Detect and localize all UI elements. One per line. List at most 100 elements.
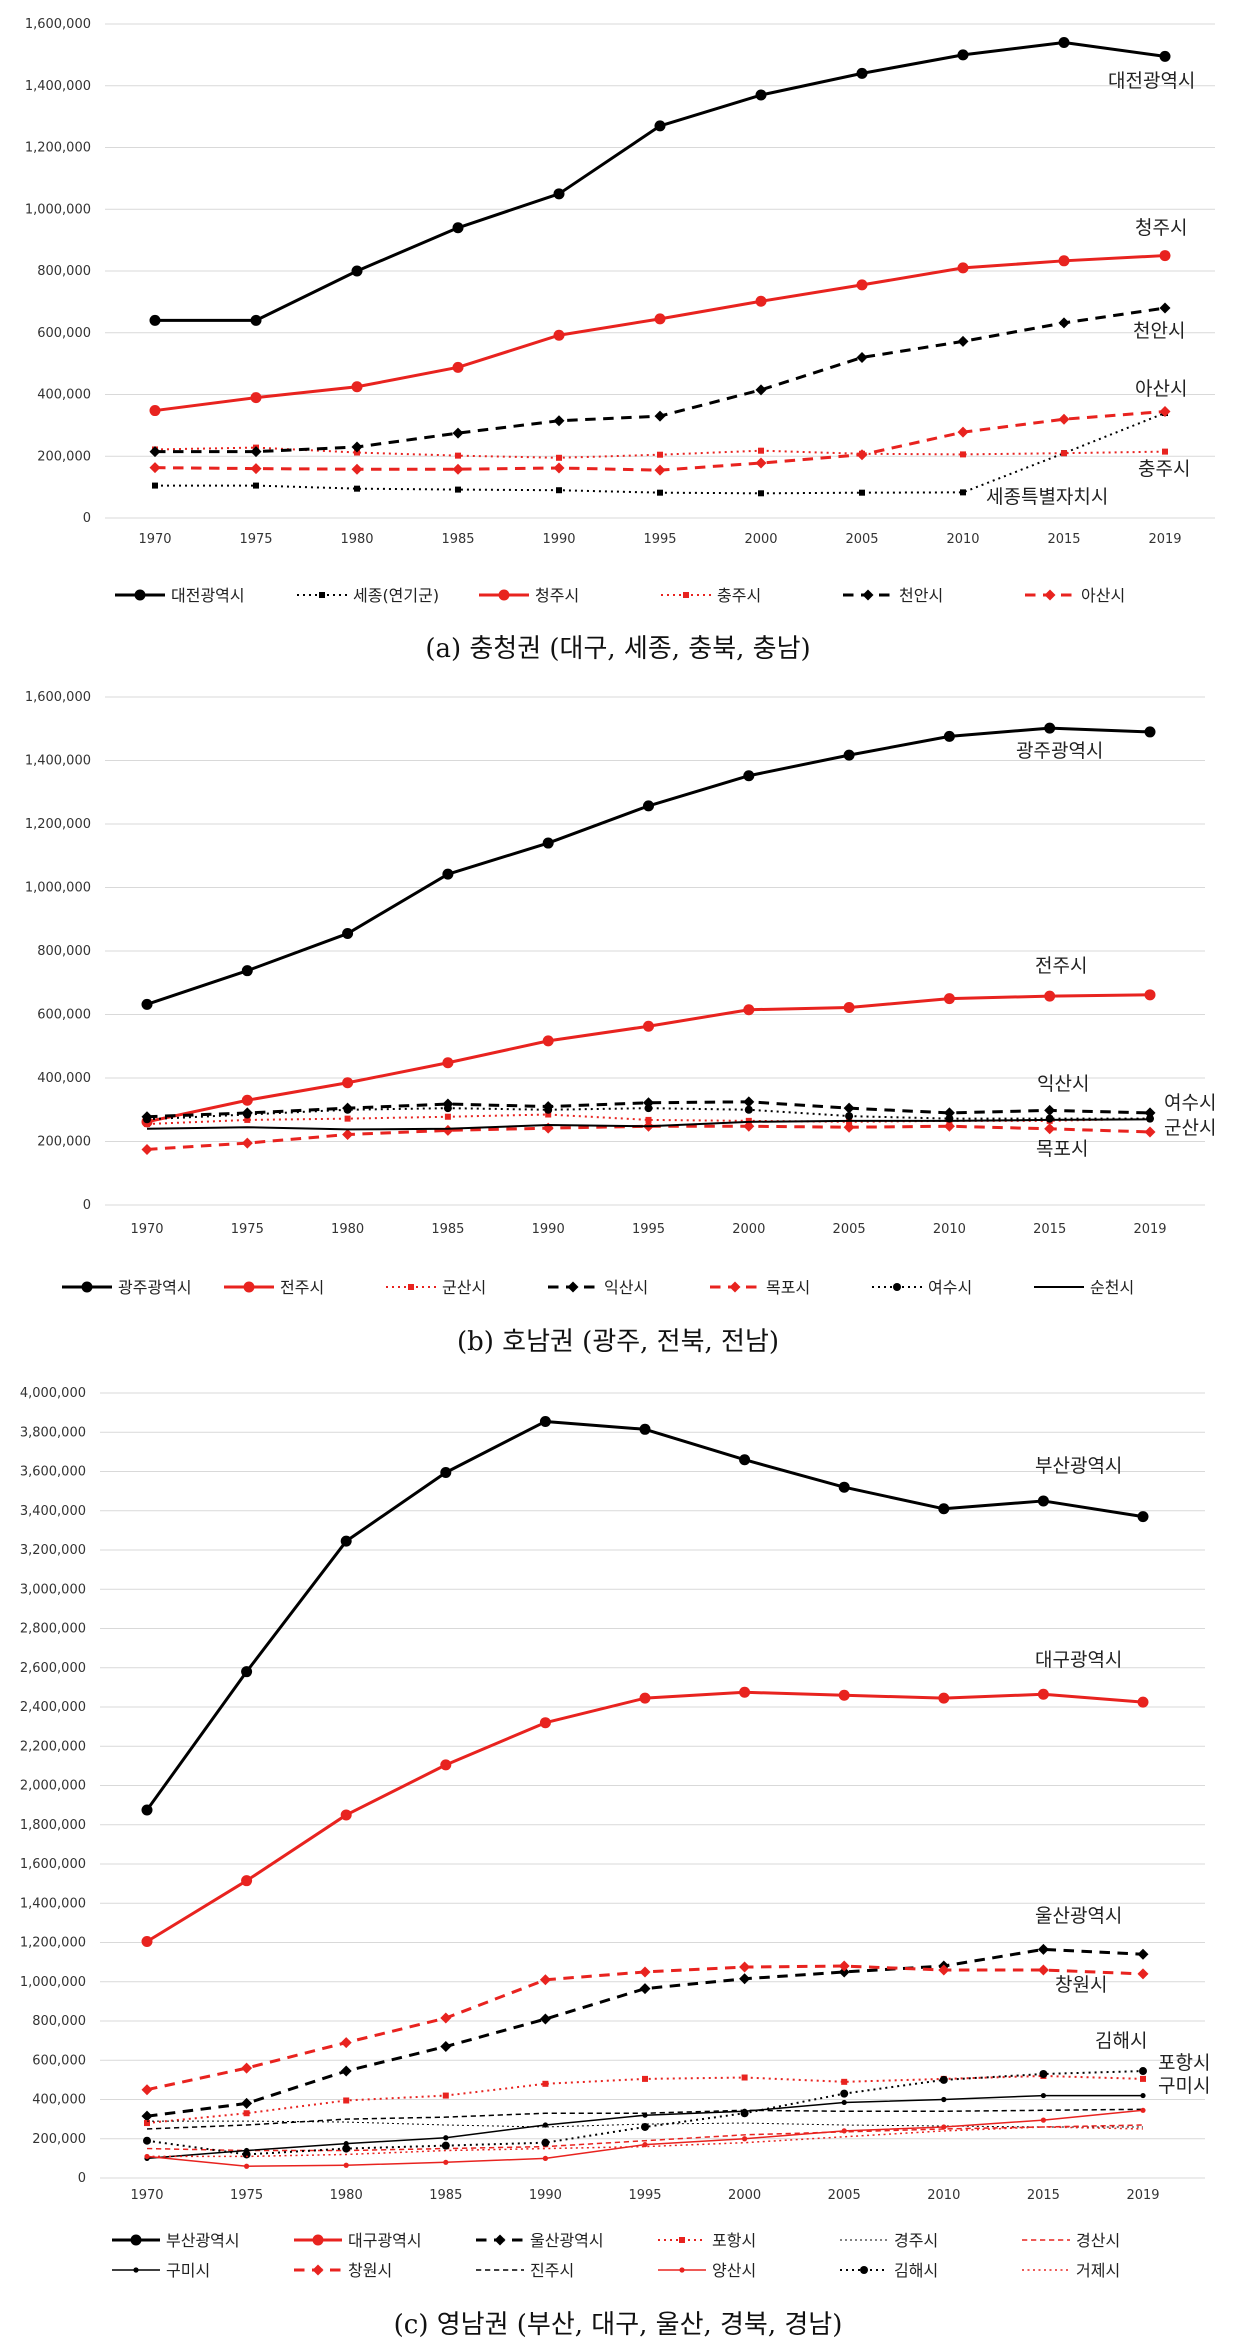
data-point — [553, 188, 565, 200]
series-1 — [141, 1686, 1149, 1948]
legend-label: 충주시 — [717, 586, 761, 605]
series-0 — [149, 37, 1171, 326]
y-tick-label: 0 — [83, 1198, 91, 1213]
data-point — [344, 1115, 351, 1122]
legend-label: 경주시 — [894, 2231, 938, 2250]
y-tick-label: 4,000,000 — [20, 1386, 86, 1401]
data-point — [553, 329, 565, 341]
legend-label: 거제시 — [1076, 2261, 1120, 2280]
legend-item: 대전광역시 — [115, 586, 245, 605]
data-point — [250, 392, 262, 404]
data-point — [242, 2150, 251, 2159]
legend: 대전광역시 세종(연기군) 청주시 충주시 천안시 아산시 — [115, 586, 1125, 605]
legend-item: 양산시 — [658, 2261, 756, 2280]
annotation-cheongju: 청주시 — [1135, 217, 1187, 239]
y-tick-label: 2,000,000 — [20, 1779, 86, 1794]
x-tick-label: 2010 — [946, 532, 979, 547]
legend-label: 익산시 — [604, 1278, 648, 1297]
x-tick-label: 2015 — [1047, 532, 1080, 547]
data-point — [841, 2128, 847, 2134]
legend: 광주광역시 전주시 군산시 익산시 목포시 여수시 순천시 — [62, 1278, 1134, 1297]
legend-marker — [133, 2267, 139, 2273]
data-point — [1140, 2107, 1146, 2113]
annotation-changwon: 창원시 — [1055, 1974, 1107, 1996]
y-tick-label: 2,600,000 — [20, 1661, 86, 1676]
y-tick-labels: 0 200,000 400,000 600,000 800,000 1,000,000 1,… — [20, 1386, 86, 2186]
annotation-gwangju: 광주광역시 — [1016, 740, 1103, 762]
data-point — [1159, 250, 1171, 262]
data-point — [843, 1002, 855, 1014]
data-point — [141, 1804, 153, 1816]
data-point — [455, 452, 461, 459]
x-tick-label: 2019 — [1133, 1222, 1166, 1237]
x-tick-label: 1970 — [130, 2188, 163, 2203]
data-point — [250, 314, 262, 326]
data-point — [744, 1105, 753, 1114]
data-point — [1159, 302, 1171, 314]
annotation-asan: 아산시 — [1135, 378, 1187, 400]
series-line — [146, 2124, 1144, 2152]
series-0 — [141, 722, 1156, 1010]
data-point — [1037, 1688, 1049, 1700]
data-point — [1162, 448, 1168, 455]
x-tick-label: 2000 — [744, 532, 777, 547]
legend-label: 경산시 — [1076, 2231, 1120, 2250]
data-point — [639, 1692, 651, 1704]
legend-marker — [312, 2234, 324, 2246]
legend-marker — [81, 1281, 93, 1293]
annotation-daegu: 대구광역시 — [1035, 1649, 1122, 1671]
data-point — [639, 1983, 651, 1995]
data-point — [1058, 317, 1070, 329]
data-point — [141, 1143, 153, 1155]
data-point — [845, 1112, 854, 1121]
data-point — [1144, 726, 1156, 738]
annotation-mokpo: 목포시 — [1036, 1138, 1088, 1160]
series-11 — [147, 2126, 1144, 2158]
data-point — [1144, 989, 1156, 1001]
data-point — [542, 2155, 549, 2161]
annotation-chungju: 충주시 — [1138, 458, 1190, 480]
legend-item: 천안시 — [843, 586, 943, 605]
data-point — [152, 482, 158, 489]
y-tick-label: 0 — [78, 2171, 86, 2186]
x-tick-label: 1980 — [330, 2188, 363, 2203]
legend-marker — [893, 1283, 901, 1291]
data-point — [250, 446, 262, 458]
data-point — [541, 2138, 550, 2147]
legend-marker — [729, 1281, 741, 1293]
x-tick-label: 1985 — [441, 532, 474, 547]
legend-item: 거제시 — [1022, 2261, 1120, 2280]
x-tick-labels: 1970 1975 1980 1985 1990 1995 2000 2005 2010 2015… — [138, 532, 1181, 547]
legend-marker — [860, 2266, 868, 2274]
legend-label: 대전광역시 — [171, 586, 245, 605]
data-point — [542, 1035, 554, 1047]
data-point — [141, 2110, 153, 2122]
data-point — [342, 928, 354, 940]
series-line — [146, 1947, 1144, 2118]
series-line — [146, 2108, 1144, 2130]
legend-item: 대구광역시 — [294, 2231, 422, 2250]
data-point — [452, 361, 464, 373]
series-10 — [143, 2067, 1147, 2159]
series-5 — [146, 2124, 1144, 2152]
data-point — [1140, 2092, 1146, 2099]
series-6 — [146, 1118, 1151, 1131]
data-point — [556, 454, 562, 461]
legend-marker — [494, 2234, 506, 2246]
city-annotations: 대전광역시 청주시 천안시 아산시 충주시 세종특별자치시 — [986, 70, 1195, 508]
series-line — [146, 1118, 1151, 1131]
data-point — [755, 457, 767, 469]
data-point — [443, 2135, 449, 2141]
legend-label: 구미시 — [166, 2261, 210, 2280]
legend-item: 창원시 — [294, 2261, 392, 2280]
data-point — [354, 485, 360, 492]
data-point — [639, 1966, 651, 1978]
legend-label: 양산시 — [712, 2261, 756, 2280]
data-point — [643, 1020, 654, 1032]
data-point — [943, 1120, 955, 1132]
y-tick-label: 800,000 — [37, 944, 91, 959]
data-point — [556, 487, 562, 494]
data-point — [943, 1107, 955, 1119]
data-point — [755, 89, 767, 101]
